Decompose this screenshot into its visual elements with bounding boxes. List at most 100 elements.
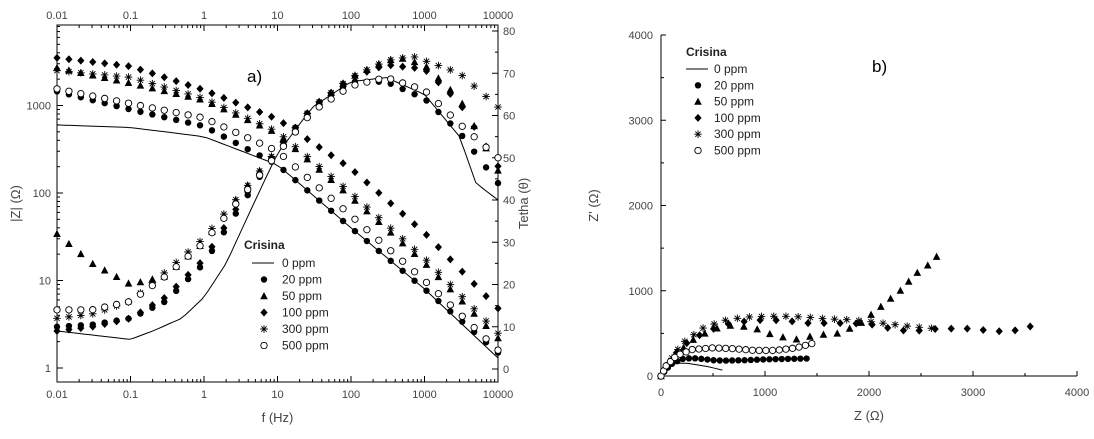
panel-label-b: b) [872, 57, 887, 76]
phase-point [410, 83, 419, 91]
nyquist-point [735, 357, 742, 364]
modulus-point [124, 99, 133, 107]
phase-point [208, 224, 216, 233]
phase-point [124, 279, 133, 287]
phase-point [244, 185, 252, 194]
modulus-point [255, 119, 264, 128]
phase-point [458, 122, 466, 130]
nyquist-point [699, 324, 707, 332]
modulus-point [458, 292, 467, 301]
modulus-point [435, 297, 442, 305]
phase-point [494, 162, 502, 171]
phase-point [386, 56, 395, 64]
modulus-point [470, 323, 478, 332]
nyquist-point [884, 323, 892, 332]
nyquist-point [867, 317, 875, 326]
phase-point [434, 61, 443, 70]
phase-point [255, 167, 264, 175]
nyquist-point [689, 335, 698, 343]
phase-point [363, 66, 371, 74]
phase-point [399, 85, 406, 93]
nyquist-point [806, 332, 814, 340]
modulus-point [375, 247, 383, 255]
nyquist-point [1026, 322, 1034, 331]
modulus-point [184, 90, 192, 98]
series-20-ppm [53, 78, 502, 356]
panel-b-legend: Crisina 0 ppm 20 ppm 50 ppm 100 ppm 300 ppm 50… [686, 45, 761, 158]
phase-point [255, 171, 264, 179]
nyquist-point [801, 341, 810, 349]
modulus-point [279, 132, 288, 141]
phase-point [124, 298, 133, 306]
modulus-point [387, 247, 395, 255]
phase-point [136, 278, 145, 286]
modulus-point [494, 304, 502, 313]
phase-point [267, 152, 276, 161]
legend-swatch [260, 341, 268, 350]
phase-point [398, 79, 407, 87]
y2-tick-label: 50 [503, 153, 515, 165]
modulus-point [470, 305, 478, 313]
modulus-point [113, 102, 120, 110]
nyquist-point [766, 356, 773, 363]
panel-b-data [657, 252, 1034, 380]
y-tick-label: 10 [39, 276, 51, 288]
modulus-point [232, 128, 240, 137]
nyquist-point [747, 356, 754, 364]
legend-entry: 0 ppm [282, 256, 315, 270]
modulus-point [315, 143, 323, 152]
y2-tick-label: 20 [503, 280, 515, 292]
modulus-point [53, 53, 61, 62]
y-tick-label: 2000 [629, 201, 653, 213]
phase-point [398, 54, 407, 62]
nyquist-point [745, 313, 754, 321]
phase-point [434, 78, 443, 87]
nyquist-point [979, 325, 987, 334]
y-tick-label: 100 [33, 188, 51, 200]
nyquist-point [772, 355, 779, 363]
phase-point [339, 79, 347, 88]
modulus-point [291, 163, 300, 171]
modulus-point [53, 85, 61, 93]
modulus-point [351, 227, 359, 235]
phase-point [375, 60, 383, 68]
modulus-point [112, 72, 121, 80]
modulus-point [231, 109, 240, 117]
modulus-point [88, 70, 97, 78]
phase-point [410, 57, 419, 66]
modulus-point [279, 119, 288, 128]
legend-entry: 300 ppm [282, 322, 329, 336]
modulus-point [148, 79, 157, 88]
modulus-point [160, 83, 169, 91]
modulus-point [89, 92, 97, 100]
x-tick-label: 100 [342, 389, 360, 401]
modulus-point [482, 321, 490, 330]
modulus-point [101, 59, 109, 68]
modulus-point [65, 55, 73, 64]
x-top-tick-label: 10000 [483, 10, 514, 22]
y-tick-label: 1000 [27, 101, 51, 113]
modulus-point [458, 297, 467, 305]
phase-point [208, 242, 216, 251]
modulus-point [447, 308, 454, 315]
modulus-point [220, 133, 228, 140]
modulus-point [172, 108, 180, 117]
modulus-point [303, 173, 311, 182]
modulus-point [315, 184, 323, 192]
y2-tick-label: 80 [503, 26, 515, 38]
phase-point [243, 181, 252, 190]
modulus-point [89, 58, 97, 67]
phase-point [387, 61, 395, 70]
modulus-point [184, 80, 192, 89]
nyquist-point [778, 355, 785, 363]
modulus-point [77, 56, 85, 65]
phase-point [172, 287, 180, 295]
modulus-point [232, 139, 239, 147]
series-300-ppm [53, 53, 502, 337]
nyquist-point [741, 357, 748, 364]
x-tick-label: 10 [271, 389, 283, 401]
y-tick-label: 4000 [629, 30, 653, 42]
modulus-point [386, 224, 395, 233]
modulus-point [196, 122, 204, 129]
